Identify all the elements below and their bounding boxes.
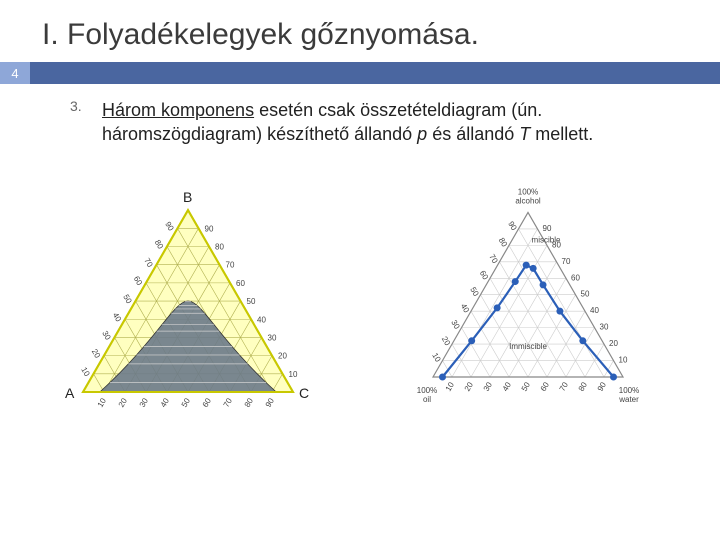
ternary-svg-left: ABC1020304050607080901020304050607080909… — [48, 157, 338, 417]
svg-text:20: 20 — [116, 396, 129, 409]
svg-text:60: 60 — [131, 274, 144, 287]
svg-text:70: 70 — [561, 256, 570, 265]
svg-text:80: 80 — [576, 380, 589, 393]
svg-text:10: 10 — [95, 396, 108, 409]
svg-text:70: 70 — [221, 396, 234, 409]
svg-text:30: 30 — [481, 380, 494, 393]
list-marker: 3. — [70, 98, 84, 147]
slide-number-badge: 4 — [0, 62, 30, 84]
svg-text:10: 10 — [618, 355, 627, 364]
svg-text:90: 90 — [204, 224, 213, 233]
header-bar-fill — [30, 62, 720, 84]
ternary-svg-right: miscibleImmiscible1010902020803030704040… — [393, 157, 673, 417]
svg-text:30: 30 — [599, 322, 608, 331]
header-bar: 4 — [0, 62, 720, 84]
svg-text:40: 40 — [590, 306, 599, 315]
svg-text:B: B — [183, 189, 192, 205]
para-underlined: Három komponens — [102, 100, 254, 120]
svg-text:C: C — [299, 385, 309, 401]
svg-text:50: 50 — [121, 292, 134, 305]
svg-text:40: 40 — [110, 311, 123, 324]
svg-text:20: 20 — [462, 380, 475, 393]
svg-text:90: 90 — [542, 224, 551, 233]
paragraph: Három komponens esetén csak összetételdi… — [102, 98, 680, 147]
ternary-diagram-left: ABC1020304050607080901020304050607080909… — [48, 157, 338, 417]
svg-text:50: 50 — [580, 289, 589, 298]
svg-text:70: 70 — [557, 380, 570, 393]
svg-text:80: 80 — [242, 396, 255, 409]
svg-text:50: 50 — [519, 380, 532, 393]
svg-text:40: 40 — [158, 396, 171, 409]
para-italic-p: p — [417, 124, 427, 144]
svg-text:40: 40 — [500, 380, 513, 393]
svg-text:60: 60 — [538, 380, 551, 393]
svg-text:50: 50 — [246, 297, 255, 306]
svg-text:30: 30 — [267, 333, 276, 342]
ternary-diagram-right: miscibleImmiscible1010902020803030704040… — [393, 157, 673, 417]
svg-text:20: 20 — [609, 339, 618, 348]
svg-text:80: 80 — [552, 240, 561, 249]
svg-text:20: 20 — [278, 351, 287, 360]
diagram-row: ABC1020304050607080901020304050607080909… — [0, 147, 720, 417]
svg-text:40: 40 — [257, 315, 266, 324]
svg-text:10: 10 — [443, 380, 456, 393]
svg-text:A: A — [65, 385, 75, 401]
svg-text:90: 90 — [595, 380, 608, 393]
para-text-2: és állandó — [427, 124, 519, 144]
slide-title: I. Folyadékelegyek gőznyomása. — [0, 0, 720, 62]
svg-text:60: 60 — [571, 273, 580, 282]
svg-text:10: 10 — [79, 365, 92, 378]
svg-text:60: 60 — [236, 278, 245, 287]
svg-text:Immiscible: Immiscible — [509, 342, 547, 351]
para-italic-t: T — [519, 124, 530, 144]
svg-text:50: 50 — [179, 396, 192, 409]
svg-text:20: 20 — [89, 347, 102, 360]
body-text: 3. Három komponens esetén csak összetéte… — [0, 84, 720, 147]
svg-text:100%alcohol: 100%alcohol — [515, 187, 541, 205]
svg-text:30: 30 — [100, 329, 113, 342]
svg-text:100%oil: 100%oil — [416, 386, 436, 404]
para-text-3: mellett. — [530, 124, 593, 144]
svg-text:90: 90 — [163, 220, 176, 233]
svg-text:80: 80 — [152, 238, 165, 251]
svg-text:70: 70 — [225, 260, 234, 269]
svg-text:30: 30 — [137, 396, 150, 409]
svg-text:60: 60 — [200, 396, 213, 409]
svg-text:100%water: 100%water — [618, 386, 639, 404]
svg-text:90: 90 — [263, 396, 276, 409]
svg-text:10: 10 — [288, 369, 297, 378]
svg-text:70: 70 — [142, 256, 155, 269]
svg-text:80: 80 — [215, 242, 224, 251]
